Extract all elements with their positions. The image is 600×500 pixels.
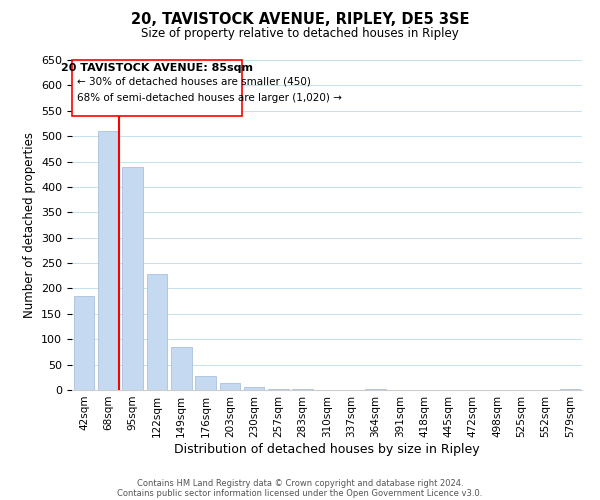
Text: ← 30% of detached houses are smaller (450): ← 30% of detached houses are smaller (45… [77, 77, 311, 87]
Bar [560, 389, 580, 390]
Text: 20, TAVISTOCK AVENUE, RIPLEY, DE5 3SE: 20, TAVISTOCK AVENUE, RIPLEY, DE5 3SE [131, 12, 469, 28]
Text: Size of property relative to detached houses in Ripley: Size of property relative to detached ho… [141, 28, 459, 40]
Bar [244, 388, 265, 390]
Text: Contains public sector information licensed under the Open Government Licence v3: Contains public sector information licen… [118, 488, 482, 498]
Bar [171, 347, 191, 390]
X-axis label: Distribution of detached houses by size in Ripley: Distribution of detached houses by size … [174, 442, 480, 456]
Text: 68% of semi-detached houses are larger (1,020) →: 68% of semi-detached houses are larger (… [77, 93, 342, 103]
Bar [220, 384, 240, 390]
Bar [195, 376, 216, 390]
Bar [98, 131, 119, 390]
Bar [365, 389, 386, 390]
Text: 20 TAVISTOCK AVENUE: 85sqm: 20 TAVISTOCK AVENUE: 85sqm [61, 62, 253, 72]
FancyBboxPatch shape [72, 60, 242, 116]
Text: Contains HM Land Registry data © Crown copyright and database right 2024.: Contains HM Land Registry data © Crown c… [137, 478, 463, 488]
Bar [122, 166, 143, 390]
Y-axis label: Number of detached properties: Number of detached properties [23, 132, 35, 318]
Bar [268, 389, 289, 390]
Bar [74, 296, 94, 390]
Bar [146, 274, 167, 390]
